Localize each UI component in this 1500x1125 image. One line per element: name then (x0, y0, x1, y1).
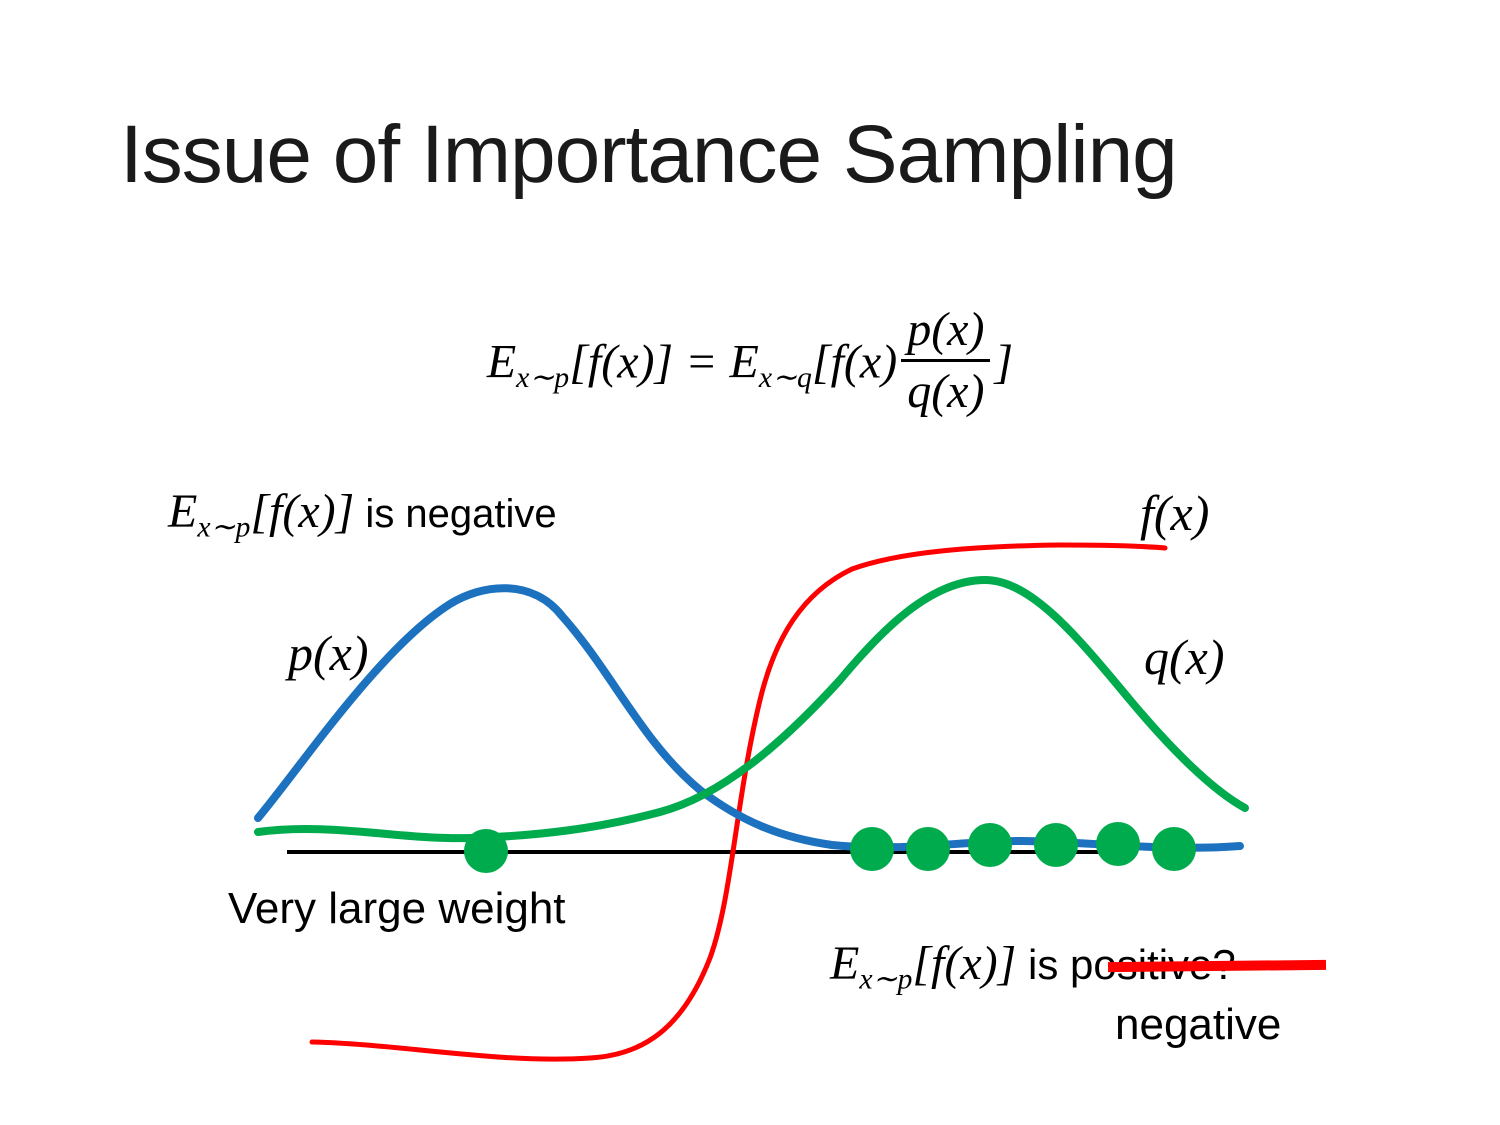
neg-text: is negative (354, 492, 557, 536)
corrected-negative-label: negative (1115, 1000, 1282, 1049)
sample-dot-large-weight (464, 829, 508, 873)
sample-dot (1096, 822, 1140, 866)
formula-denominator: q(x) (907, 365, 985, 418)
pos-is: is (1016, 941, 1070, 988)
sample-dot (906, 827, 950, 871)
importance-sampling-formula: Ex∼p[f(x)] = Ex∼q[f(x) p(x) q(x)] (0, 303, 1500, 425)
f-curve-label: f(x) (1140, 485, 1210, 541)
p-curve (254, 584, 1244, 852)
formula-sub2: x∼q (758, 361, 812, 395)
sample-dot (1034, 823, 1078, 867)
q-curve-label: q(x) (1144, 629, 1225, 685)
q-curve (254, 575, 1249, 843)
formula-fraction: p(x) q(x) (901, 302, 991, 419)
formula-mid1: [f(x)] = E (569, 335, 759, 389)
sample-dot (1152, 827, 1196, 871)
very-large-weight-label: Very large weight (228, 884, 566, 933)
pos-rest: [f(x)] (912, 937, 1017, 990)
sample-dot (968, 823, 1012, 867)
formula-E1: E (486, 335, 517, 389)
formula-sub1: x∼p (516, 361, 570, 395)
formula-mid2: [f(x) (811, 335, 898, 389)
neg-sub: x∼p (197, 510, 251, 544)
slide-title: Issue of Importance Sampling (120, 109, 1178, 200)
formula-close-bracket: ] (994, 335, 1014, 389)
f-curve (309, 542, 1168, 1062)
pos-sub: x∼p (859, 962, 913, 996)
pos-E: E (830, 937, 860, 990)
sample-dot (850, 827, 894, 871)
expectation-negative-label: Ex∼p[f(x)] is negative (168, 484, 557, 545)
p-curve-label: p(x) (288, 625, 369, 681)
expectation-positive-label: Ex∼p[f(x)] is positive? (830, 936, 1236, 997)
neg-E: E (168, 485, 198, 538)
neg-rest: [f(x)] (250, 485, 355, 538)
formula-numerator: p(x) (901, 302, 991, 362)
